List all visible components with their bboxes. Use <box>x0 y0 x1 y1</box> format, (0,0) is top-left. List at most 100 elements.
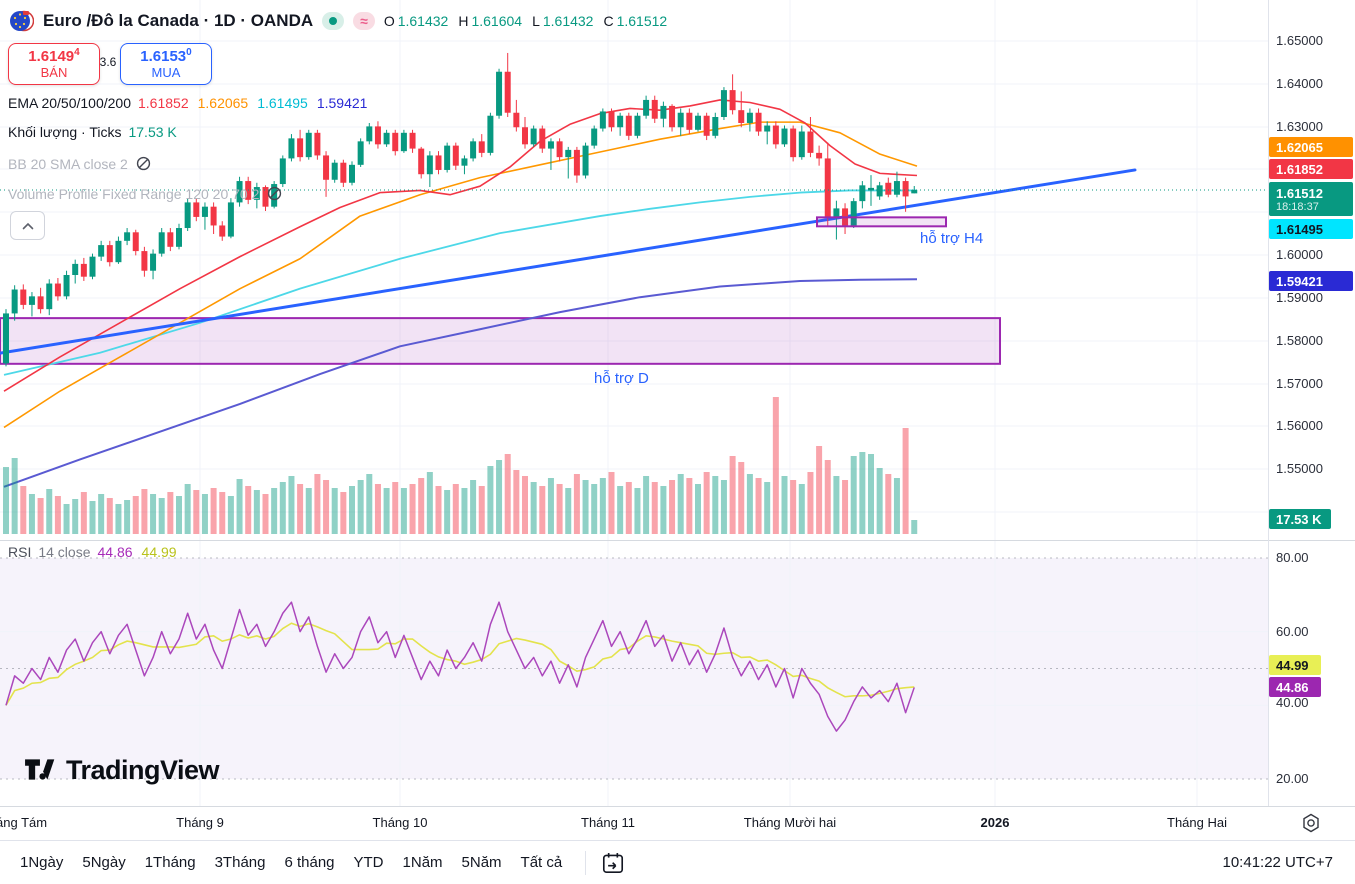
candle <box>271 184 278 207</box>
volume-bar <box>80 492 87 534</box>
candle <box>565 149 572 158</box>
buy-button[interactable]: 1.61530 MUA <box>120 43 212 85</box>
volume-bar <box>712 476 719 534</box>
volume-bar <box>37 498 44 534</box>
candle <box>357 141 364 165</box>
candle <box>426 155 433 175</box>
candle <box>893 181 900 195</box>
candle <box>911 189 918 194</box>
candle <box>677 112 684 128</box>
volume-bar <box>331 488 338 534</box>
time-axis-label: Tháng 10 <box>372 815 428 830</box>
price-label-chip: 44.86 <box>1269 677 1321 697</box>
candle <box>634 115 641 136</box>
range-button[interactable]: 1Năm <box>402 854 443 871</box>
volume-bar <box>400 488 407 534</box>
price-tick: 1.65000 <box>1276 33 1323 48</box>
candle <box>98 245 105 257</box>
volume-bar <box>63 504 70 534</box>
price-tick: 1.55000 <box>1276 461 1323 476</box>
axis-settings-icon[interactable] <box>1300 812 1322 834</box>
range-button[interactable]: 5Năm <box>461 854 502 871</box>
candle <box>599 111 606 129</box>
volume-bar <box>54 496 61 534</box>
sell-label: BÁN <box>40 64 68 80</box>
bottom-toolbar: 1Ngày 5Ngày 1Tháng 3Tháng 6 tháng YTD 1Năm 5Năm… <box>0 840 1355 884</box>
candle <box>487 115 494 153</box>
candle <box>262 187 269 207</box>
volume-bar <box>201 494 208 534</box>
volume-bar <box>106 498 113 534</box>
candle <box>461 158 468 166</box>
volume-bar <box>547 478 554 534</box>
session-clock[interactable]: 10:41:22 UTC+7 <box>1222 854 1334 871</box>
eye-hidden-icon[interactable] <box>135 155 152 172</box>
go-to-date-icon[interactable] <box>600 850 626 876</box>
volume-bar <box>807 472 814 534</box>
volume-bar <box>893 478 900 534</box>
support-h4-annotation[interactable]: hỗ trợ H4 <box>920 230 984 247</box>
legend-ema[interactable]: EMA 20/50/100/200 1.61852 1.62065 1.61495 1… <box>8 95 368 111</box>
volume-bar <box>850 456 857 534</box>
volume-bar <box>478 486 485 534</box>
legend-bb[interactable]: BB 20 SMA close 2 <box>8 155 152 172</box>
candle <box>573 149 580 176</box>
price-tick: 1.64000 <box>1276 76 1323 91</box>
candle <box>876 185 883 197</box>
ema-value: 1.61852 <box>138 95 189 111</box>
candle <box>522 127 528 145</box>
legend-volume[interactable]: Khối lượng · Ticks 17.53 K <box>8 124 177 140</box>
candle <box>470 141 477 159</box>
volume-bar <box>176 496 182 534</box>
collapse-legend-button[interactable] <box>10 211 45 240</box>
candle <box>331 162 338 180</box>
volume-bar <box>677 474 684 534</box>
candle <box>297 138 304 158</box>
candle <box>245 181 252 200</box>
range-button[interactable]: 3Tháng <box>214 854 266 871</box>
symbol-pair-icon[interactable] <box>10 9 34 33</box>
legend-volume-profile[interactable]: Volume Profile Fixed Range 120 20 70 2 <box>8 185 283 202</box>
ema-value: 1.59421 <box>316 95 368 111</box>
range-button[interactable]: 6 tháng <box>284 854 335 871</box>
range-button[interactable]: YTD <box>353 854 384 871</box>
candle <box>556 141 563 158</box>
time-axis-label: Tháng Tám <box>0 815 48 830</box>
candle <box>816 152 823 159</box>
volume-bar <box>634 488 641 534</box>
volume-bar <box>426 472 433 534</box>
approx-data-icon[interactable]: ≈ <box>353 12 375 30</box>
time-axis[interactable]: Tháng Tám Tháng 9 Tháng 10 Tháng 11 Tháng Mư… <box>0 807 1355 840</box>
volume-bar <box>46 489 53 534</box>
symbol-title[interactable]: Euro /Đô la Canada · 1D · OANDA <box>43 11 314 30</box>
volume-bar <box>651 482 658 534</box>
volume-bar <box>885 474 892 534</box>
candle <box>80 263 87 277</box>
volume-bar <box>167 492 174 534</box>
price-axis[interactable]: 1.65000 1.64000 1.63000 1.60000 1.59000 1.580… <box>1268 0 1355 806</box>
volume-bar <box>435 486 442 534</box>
volume-bar <box>591 484 598 534</box>
volume-bar <box>89 501 96 534</box>
support-d-annotation[interactable]: hỗ trợ D <box>594 370 649 387</box>
range-button[interactable]: 1Tháng <box>144 854 196 871</box>
volume-bar <box>496 460 503 534</box>
market-status-icon[interactable] <box>322 12 345 30</box>
candle <box>444 145 451 170</box>
volume-bar <box>582 480 589 534</box>
eye-hidden-icon[interactable] <box>266 185 283 202</box>
candle <box>530 128 537 145</box>
volume-bar <box>720 480 727 534</box>
support-h4-zone <box>816 216 947 228</box>
range-button[interactable]: Tất cả <box>520 854 563 871</box>
volume-bar <box>193 490 200 534</box>
range-button[interactable]: 5Ngày <box>82 854 126 871</box>
sell-button[interactable]: 1.61494 BÁN <box>8 43 100 85</box>
candle <box>720 90 727 118</box>
range-button[interactable]: 1Ngày <box>20 854 64 871</box>
candle <box>314 132 321 156</box>
price-label-chip: 44.99 <box>1269 655 1321 675</box>
legend-rsi[interactable]: RSI 14 close 44.86 44.99 <box>8 544 177 560</box>
volume-bar <box>210 488 217 534</box>
